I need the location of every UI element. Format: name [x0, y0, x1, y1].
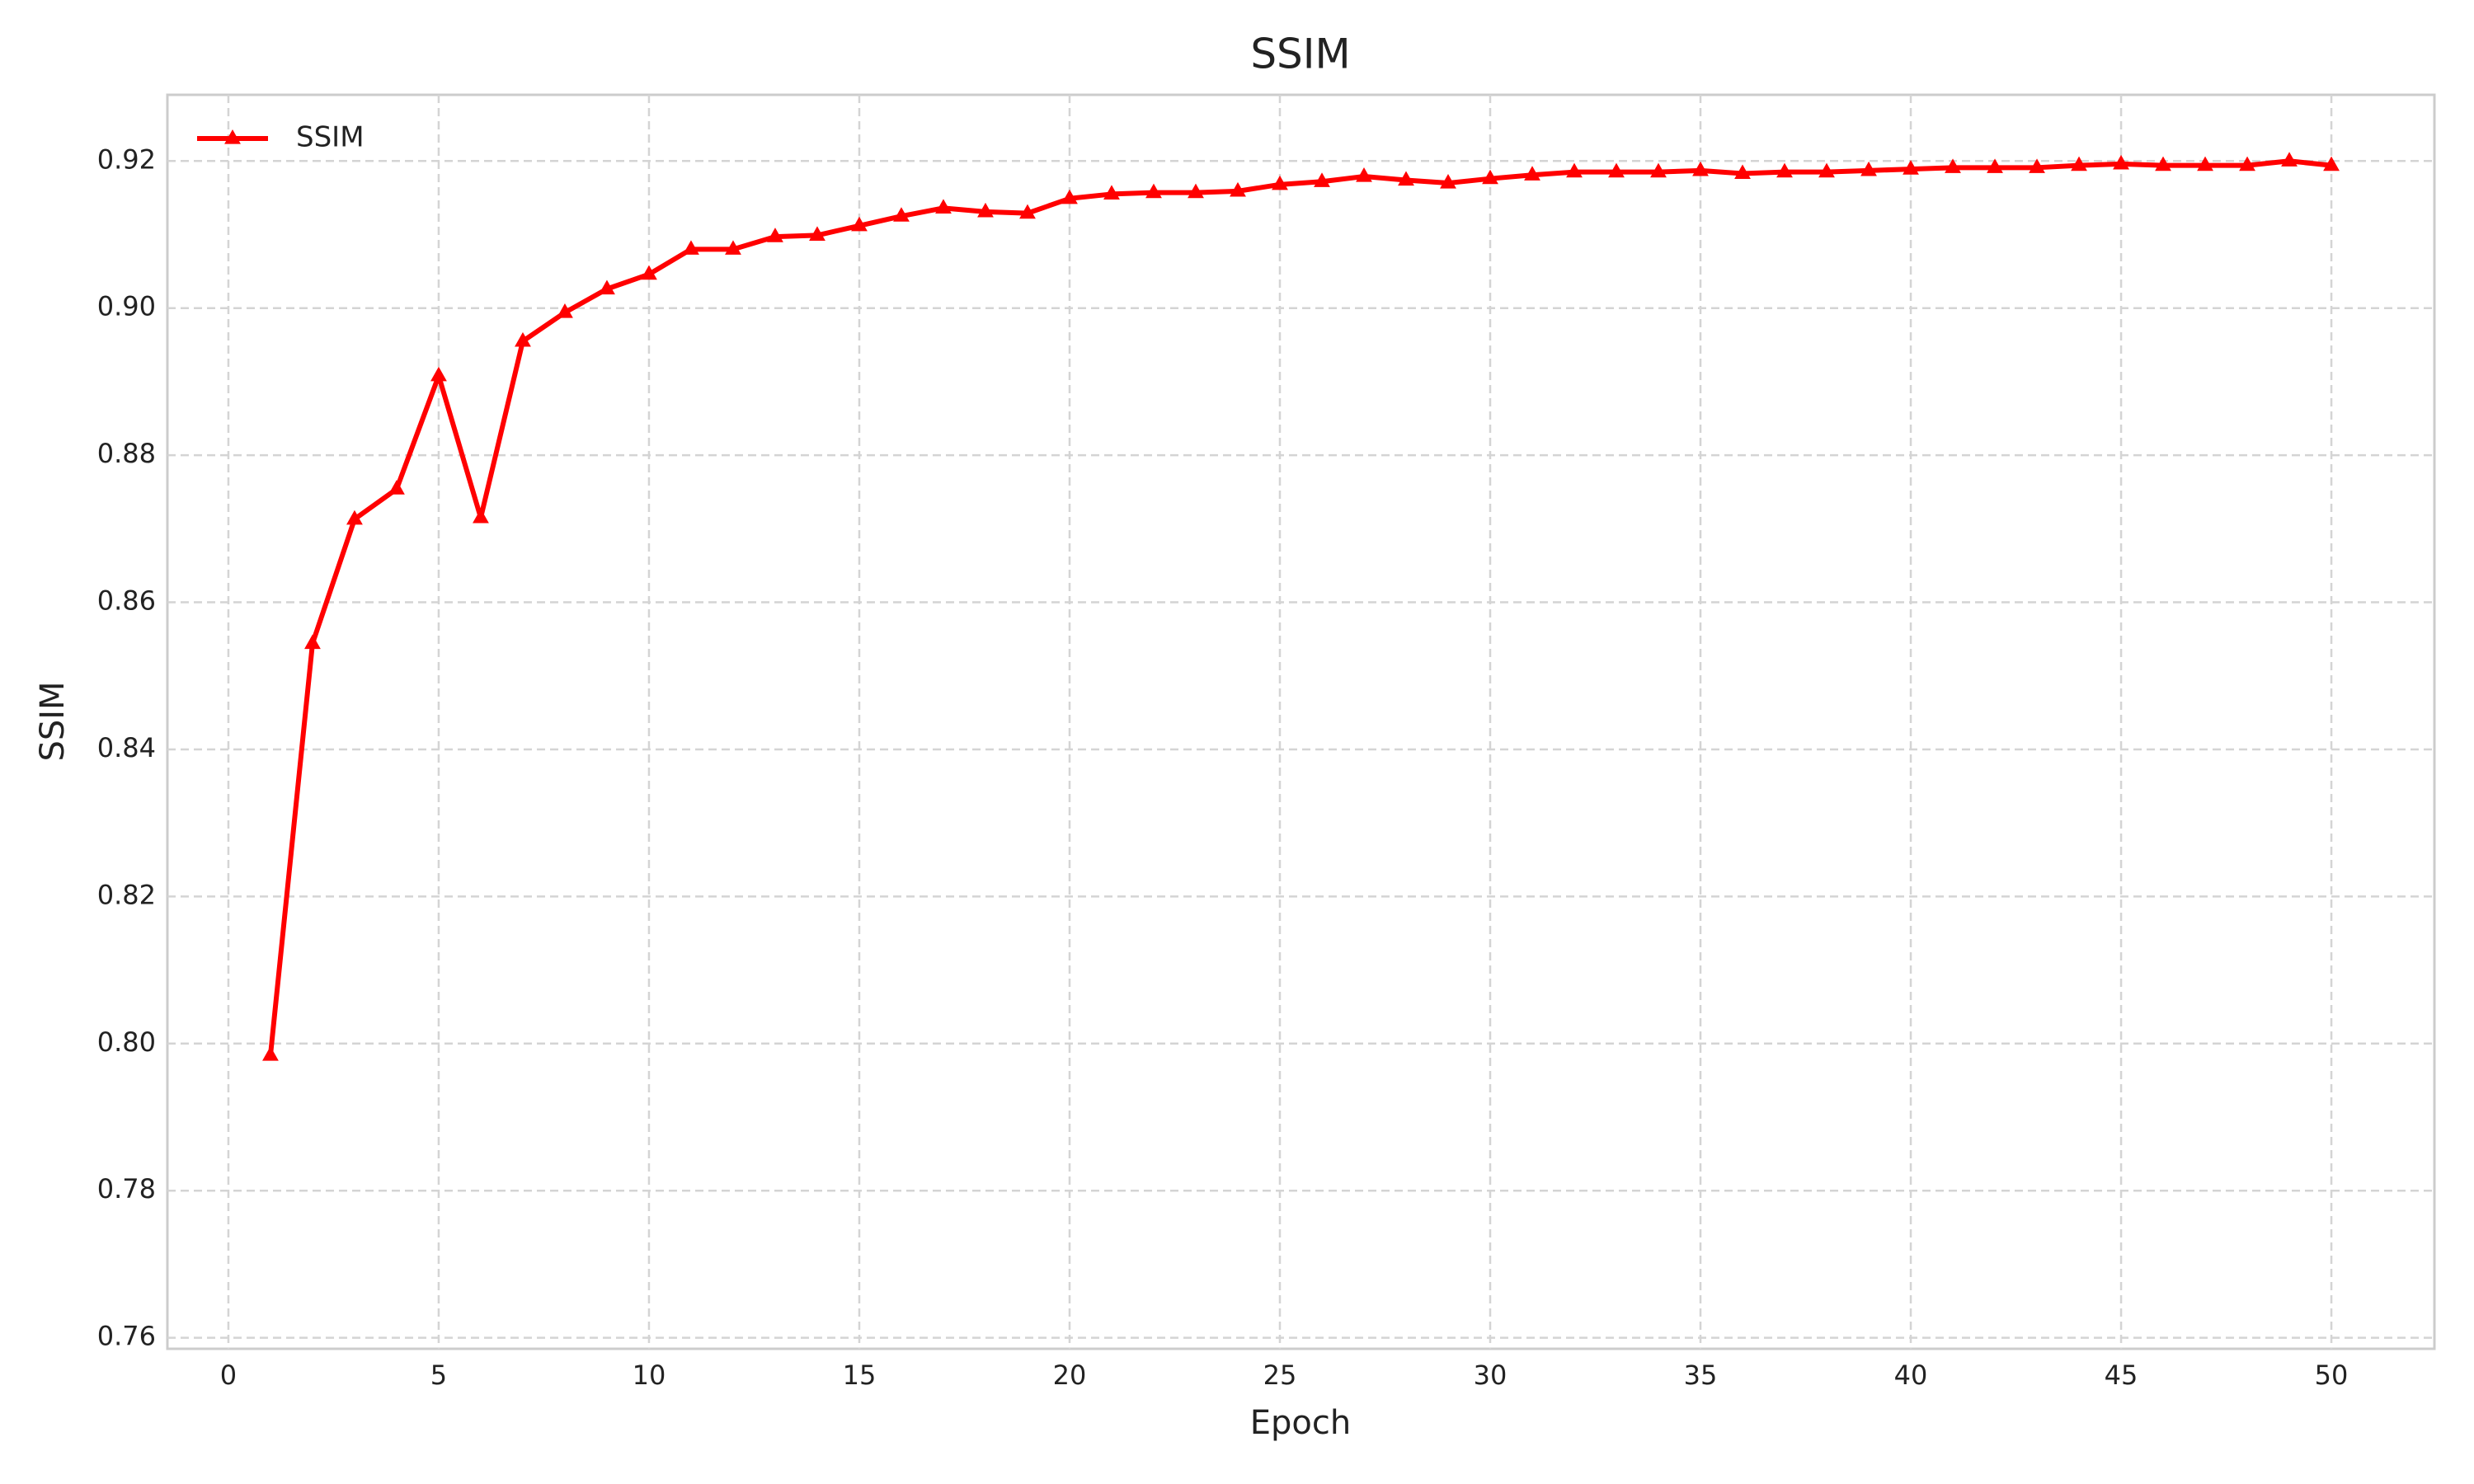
x-tick-label: 20 [1053, 1360, 1087, 1391]
y-tick-label: 0.90 [97, 291, 156, 322]
y-tick-label: 0.76 [97, 1321, 156, 1352]
data-point [2071, 156, 2087, 171]
data-point [2239, 156, 2255, 171]
data-point [1061, 189, 1078, 204]
data-point [725, 240, 741, 255]
data-point [1188, 183, 1204, 199]
legend-marker [224, 129, 241, 144]
x-tick-label: 40 [1894, 1360, 1928, 1391]
data-point [893, 207, 910, 222]
data-point [1987, 158, 2003, 173]
y-tick-label: 0.82 [97, 879, 156, 910]
data-point [1945, 158, 1961, 173]
data-point [1903, 160, 1919, 175]
grid [167, 95, 2434, 1349]
data-point [388, 480, 405, 495]
data-point [2281, 152, 2298, 167]
data-point [1608, 162, 1625, 178]
data-point [557, 303, 573, 318]
data-point [262, 1046, 279, 1061]
data-point [1692, 161, 1709, 176]
data-point [1272, 175, 1288, 190]
data-point [473, 508, 489, 524]
data-point [767, 228, 783, 242]
data-point [1019, 204, 1036, 219]
data-point [1734, 164, 1751, 180]
data-point [346, 510, 363, 525]
y-tick-label: 0.84 [97, 732, 156, 763]
plot-frame [166, 93, 2436, 1350]
data-point [1103, 185, 1120, 200]
y-tick-label: 0.88 [97, 438, 156, 469]
plot-area [262, 152, 2340, 1061]
data-point [851, 216, 868, 232]
data-point [2197, 156, 2213, 171]
legend-label: SSIM [296, 121, 365, 154]
data-point [1776, 162, 1793, 178]
data-point [2323, 156, 2340, 171]
data-point [1524, 166, 1540, 181]
data-point [683, 240, 699, 255]
data-point [977, 202, 994, 218]
data-point [935, 199, 952, 214]
y-tick-label: 0.80 [97, 1026, 156, 1058]
y-tick-label: 0.86 [97, 585, 156, 617]
x-tick-label: 15 [843, 1360, 877, 1391]
x-tick-label: 0 [220, 1360, 237, 1391]
data-point [1566, 162, 1583, 178]
x-tick-label: 5 [430, 1360, 447, 1391]
data-point [304, 634, 321, 650]
data-point [1860, 161, 1877, 176]
y-axis-label: SSIM [34, 681, 72, 761]
y-tick-label: 0.78 [97, 1173, 156, 1205]
data-point [1818, 162, 1835, 178]
data-point [809, 226, 825, 241]
data-point [599, 279, 615, 295]
data-point [2155, 156, 2171, 171]
data-point [515, 331, 531, 347]
y-tick-label: 0.92 [97, 143, 156, 175]
x-tick-label: 30 [1474, 1360, 1507, 1391]
data-point [1230, 181, 1246, 197]
data-point [2029, 158, 2045, 173]
data-point [430, 366, 447, 382]
x-tick-label: 25 [1263, 1360, 1297, 1391]
data-point [1314, 172, 1330, 187]
x-tick-label: 10 [633, 1360, 666, 1391]
data-point [1356, 167, 1372, 182]
data-point [2113, 154, 2129, 170]
data-point [641, 265, 657, 280]
chart-title: SSIM [1250, 31, 1350, 78]
data-line [267, 158, 2332, 1056]
data-point [1145, 183, 1162, 199]
x-tick-label: 35 [1684, 1360, 1718, 1391]
data-point [1398, 171, 1414, 186]
data-point [1440, 174, 1456, 189]
data-point [1482, 169, 1498, 185]
x-axis-label: Epoch [1250, 1404, 1351, 1442]
x-tick-label: 45 [2105, 1360, 2138, 1391]
x-tick-label: 50 [2315, 1360, 2349, 1391]
data-point [1650, 162, 1667, 178]
